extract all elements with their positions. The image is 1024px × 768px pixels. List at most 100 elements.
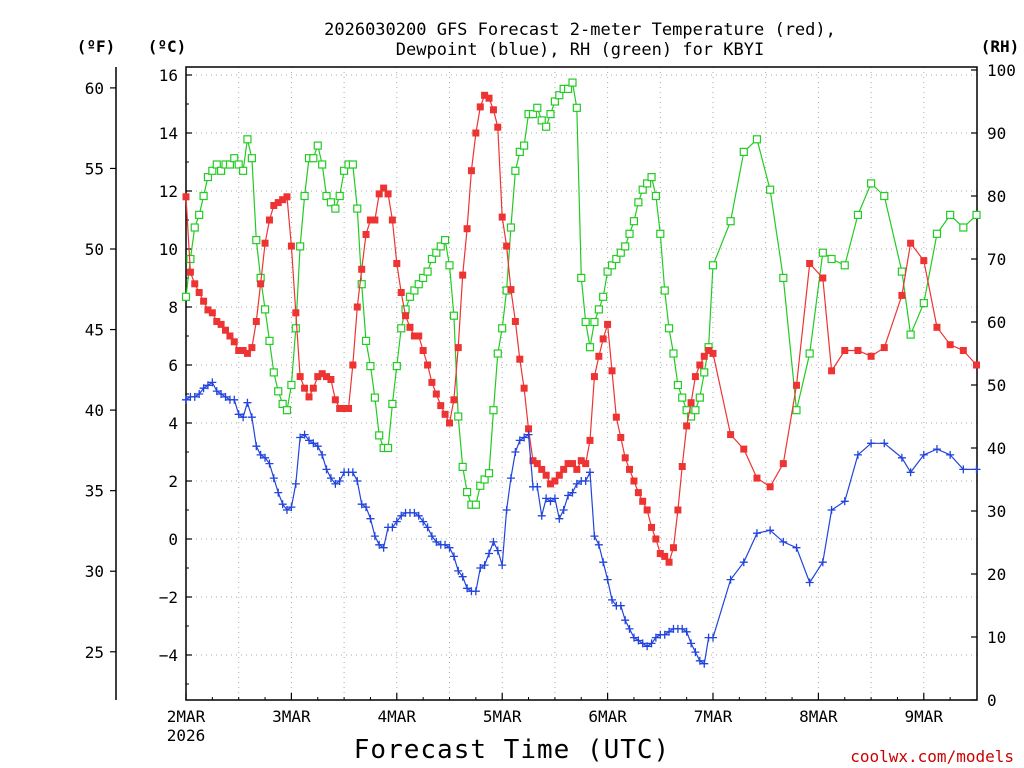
celsius-tick-label: 2 xyxy=(168,472,178,491)
rh-point xyxy=(621,242,630,251)
temperature-point xyxy=(538,465,546,473)
rh-point xyxy=(489,406,498,415)
temperature-point xyxy=(569,460,577,468)
temperature-point xyxy=(612,413,620,421)
temperature-point xyxy=(459,271,467,279)
temperature-point xyxy=(243,349,251,357)
rh-point xyxy=(708,261,718,270)
rh-point xyxy=(572,103,581,112)
dewpoint-point xyxy=(480,561,489,570)
temperature-point xyxy=(648,523,656,531)
celsius-tick-label: 0 xyxy=(168,530,178,549)
rh-point xyxy=(537,116,546,125)
dewpoint-point xyxy=(638,639,647,648)
temperature-point xyxy=(226,332,234,340)
temperature-point xyxy=(564,460,572,468)
rh-point xyxy=(375,431,384,440)
dewpoint-point xyxy=(533,482,542,491)
credit-link[interactable]: coolwx.com/models xyxy=(850,747,1014,766)
rh-point xyxy=(471,500,480,509)
dewpoint-point xyxy=(840,497,849,506)
dewpoint-point xyxy=(511,448,520,456)
temperature-point xyxy=(542,471,550,479)
temperature-point xyxy=(634,489,642,497)
dewpoint-point xyxy=(766,526,775,535)
temperature-point xyxy=(489,106,497,114)
rh-point xyxy=(274,387,283,396)
dewpoint-point xyxy=(691,648,700,657)
temperature-point xyxy=(217,320,225,328)
rh-point xyxy=(291,324,300,333)
rh-point xyxy=(638,185,647,194)
temperature-point xyxy=(463,225,471,233)
temperature-point xyxy=(643,506,651,514)
temperature-point xyxy=(454,344,462,352)
fahrenheit-tick-label: 60 xyxy=(85,79,104,98)
temperature-point xyxy=(424,361,432,369)
fahrenheit-tick-label: 30 xyxy=(85,562,104,581)
temperature-point xyxy=(305,393,313,401)
temperature-point xyxy=(656,550,664,557)
dewpoint-point xyxy=(946,450,955,459)
temperature-point xyxy=(546,480,554,488)
rh-point xyxy=(840,261,849,270)
temperature-point xyxy=(472,129,480,137)
temperature-point xyxy=(669,544,677,552)
rh-tick-label: 30 xyxy=(987,502,1006,521)
temperature-point xyxy=(428,378,436,386)
celsius-tick-label: −2 xyxy=(159,588,178,607)
time-tick-label: 3MAR xyxy=(272,707,311,726)
temperature-point xyxy=(467,167,475,175)
temperature-point xyxy=(208,309,216,317)
dewpoint-point xyxy=(616,601,625,610)
dewpoint-point xyxy=(546,497,555,506)
temperature-point xyxy=(652,535,660,543)
dewpoint-point xyxy=(261,453,270,462)
temperature-point xyxy=(446,419,453,427)
temperature-point xyxy=(362,231,370,238)
dewpoint-point xyxy=(392,517,401,526)
rh-point xyxy=(225,160,235,169)
temperature-point xyxy=(336,405,344,412)
dewpoint-point xyxy=(252,442,261,451)
temperature-point xyxy=(358,265,366,273)
rh-point xyxy=(353,204,362,213)
rh-point xyxy=(243,135,252,144)
dewpoint-point xyxy=(972,465,981,474)
dewpoint-point xyxy=(353,477,362,485)
dewpoint-point xyxy=(524,430,533,439)
dewpoint-point xyxy=(590,532,599,541)
temperature-point xyxy=(766,483,774,491)
rh-point xyxy=(440,236,450,245)
temperature-point xyxy=(366,216,374,224)
temperature-point xyxy=(806,260,814,267)
temperature-point xyxy=(626,465,634,473)
rh-point xyxy=(946,210,955,219)
temperature-point xyxy=(529,457,537,465)
rh-point xyxy=(181,292,191,301)
rh-point xyxy=(599,292,608,301)
dewpoint-point xyxy=(621,616,630,625)
fahrenheit-tick-label: 55 xyxy=(85,159,104,178)
dewpoint-point xyxy=(287,503,296,512)
temperature-point xyxy=(507,286,515,294)
temperature-point xyxy=(481,91,489,99)
rh-point xyxy=(647,173,656,182)
time-tick-label: 6MAR xyxy=(588,707,627,726)
time-tick-label: 4MAR xyxy=(378,707,417,726)
dewpoint-point xyxy=(779,537,788,546)
temperature-point xyxy=(590,373,598,381)
time-tick-label: 2MAR xyxy=(167,707,206,726)
temperature-point xyxy=(450,396,458,404)
temperature-point xyxy=(265,216,273,224)
rh-point xyxy=(498,324,507,333)
dewpoint-point xyxy=(282,506,291,514)
temperature-point xyxy=(301,384,309,392)
dewpoint-point xyxy=(585,468,594,477)
temperature-point xyxy=(235,347,243,354)
temperature-point xyxy=(511,318,519,325)
dewpoint-point xyxy=(726,575,735,584)
dewpoint-point xyxy=(423,523,432,532)
dewpoint-point xyxy=(269,474,278,483)
